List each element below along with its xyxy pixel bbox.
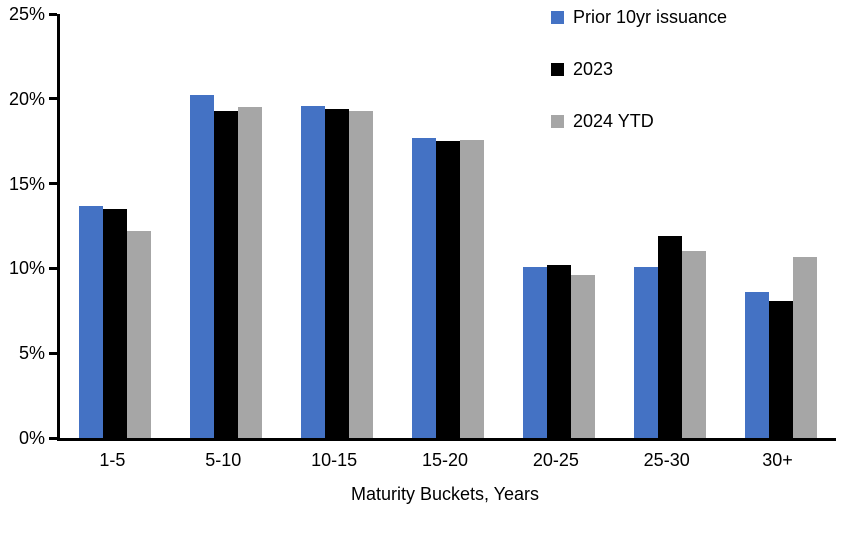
bar	[546, 265, 571, 438]
x-axis-tick-label: 1-5	[99, 450, 126, 470]
x-axis-tick-label: 20-25	[532, 450, 579, 470]
bar	[522, 266, 547, 438]
y-axis-tick-label: 15%	[8, 173, 45, 194]
bar	[768, 300, 793, 438]
y-axis-tick-label: 20%	[8, 88, 45, 109]
legend-item: 2023	[551, 58, 727, 81]
bar	[301, 105, 326, 438]
y-axis-tick-label: 0%	[18, 428, 45, 448]
y-tick-mark	[49, 266, 57, 270]
bar	[435, 141, 460, 438]
y-tick-mark	[49, 12, 57, 16]
plot-area	[49, 12, 836, 441]
y-axis-tick-label: 10%	[8, 258, 45, 279]
bar-group-15-20	[393, 137, 504, 438]
legend-label: 2023	[573, 59, 614, 79]
legend-color-swatch	[551, 115, 564, 128]
bar	[792, 256, 817, 438]
legend-item: Prior 10yr issuance	[551, 6, 727, 29]
y-tick-mark	[49, 97, 57, 101]
y-axis-tick-label: 25%	[8, 4, 45, 24]
bar	[127, 231, 152, 438]
legend: Prior 10yr issuance 2023 2024 YTD	[551, 6, 727, 162]
bar-group-20-25	[503, 265, 614, 438]
bar	[459, 139, 484, 438]
legend-item: 2024 YTD	[551, 110, 727, 133]
bar	[633, 266, 658, 438]
legend-color-swatch	[551, 11, 564, 24]
bar	[325, 108, 350, 438]
y-tick-mark	[49, 351, 57, 355]
bar	[681, 251, 706, 438]
x-axis-title: Maturity Buckets, Years	[350, 484, 540, 504]
bar	[190, 95, 215, 438]
bar	[349, 110, 374, 438]
bar	[411, 137, 436, 438]
bar	[657, 236, 682, 438]
bar-group-1-5	[60, 205, 171, 438]
bar	[744, 292, 769, 438]
x-axis-tick-label: 30+	[762, 450, 793, 470]
bar	[214, 110, 239, 438]
legend-color-swatch	[551, 63, 564, 76]
x-axis-tick-label: 5-10	[205, 450, 242, 470]
bar-group-5-10	[171, 95, 282, 438]
bar-group-30+	[725, 256, 836, 438]
bar	[238, 107, 263, 438]
bar-group-10-15	[282, 105, 393, 438]
y-axis-tick-label: 5%	[18, 343, 45, 364]
y-tick-mark	[49, 436, 57, 440]
x-axis-tick-label: 15-20	[421, 450, 468, 470]
legend-label: Prior 10yr issuance	[573, 7, 728, 27]
x-axis-tick-label: 10-15	[311, 450, 358, 470]
bar	[79, 205, 104, 438]
bar	[103, 209, 128, 438]
bar	[570, 275, 595, 438]
y-tick-mark	[49, 182, 57, 186]
legend-label: 2024 YTD	[573, 111, 654, 131]
bar-group-25-30	[614, 236, 725, 438]
x-axis-tick-label: 25-30	[643, 450, 690, 470]
